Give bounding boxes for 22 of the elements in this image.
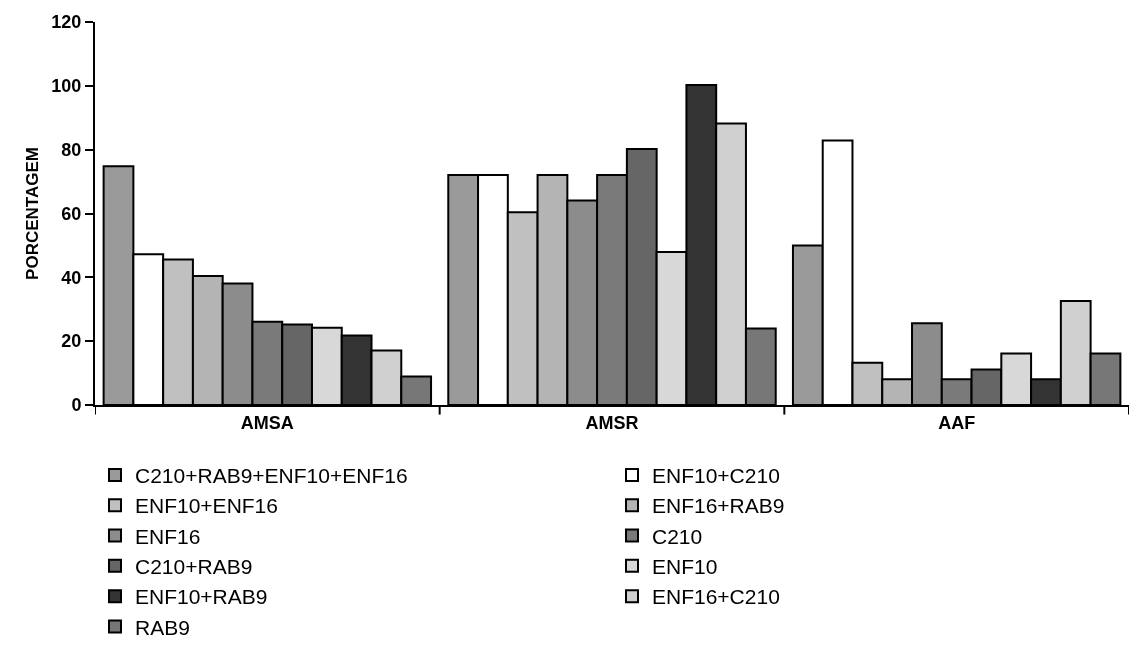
- legend-label: ENF16+RAB9: [652, 494, 785, 518]
- legend-label: ENF10+ENF16: [135, 494, 278, 518]
- legend-label: ENF10: [652, 555, 718, 579]
- legend-label: ENF16+C210: [652, 585, 780, 609]
- y-axis-title: PORCENTAGEM: [23, 147, 43, 280]
- legend-label: C210+RAB9+ENF10+ENF16: [135, 464, 408, 488]
- y-tick-label: 20: [61, 331, 82, 352]
- y-tick-label: 120: [51, 12, 82, 33]
- legend-label: ENF10+C210: [652, 464, 780, 488]
- y-tick-label: 0: [71, 395, 82, 416]
- y-tick-label: 100: [51, 76, 82, 97]
- x-tick-label: AMSA: [240, 412, 294, 433]
- legend-label: RAB9: [135, 615, 190, 639]
- y-tick-label: 40: [61, 267, 82, 288]
- legend-label: C210: [652, 524, 703, 548]
- y-tick-label: 80: [61, 139, 82, 160]
- x-tick-label: AAF: [938, 412, 976, 433]
- legend-label: C210+RAB9: [135, 555, 253, 579]
- y-tick-label: 60: [61, 203, 82, 224]
- x-tick-label: AMSR: [585, 412, 639, 433]
- legend-label: ENF16: [135, 524, 201, 548]
- legend-label: ENF10+RAB9: [135, 585, 268, 609]
